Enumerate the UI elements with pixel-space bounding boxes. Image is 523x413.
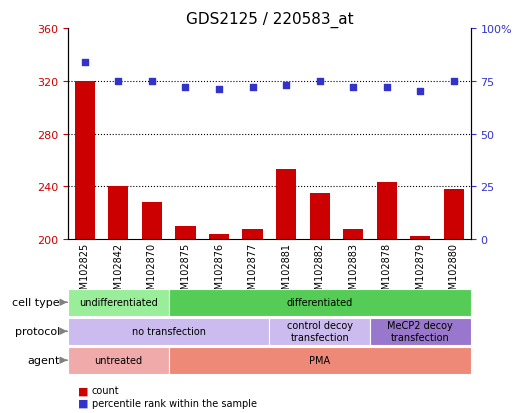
Text: MeCP2 decoy
transfection: MeCP2 decoy transfection — [388, 320, 453, 342]
Bar — [168, 289, 471, 316]
Point — [416, 89, 425, 95]
Text: control decoy
transfection: control decoy transfection — [287, 320, 353, 342]
Point — [81, 59, 89, 66]
Bar — [377, 183, 397, 240]
Text: PMA: PMA — [309, 355, 330, 366]
Bar — [68, 347, 168, 374]
Bar — [276, 170, 296, 240]
Text: GSM102883: GSM102883 — [348, 242, 358, 301]
Bar — [108, 187, 128, 240]
Point — [349, 85, 357, 91]
Text: percentile rank within the sample: percentile rank within the sample — [92, 398, 256, 408]
Text: GSM102880: GSM102880 — [449, 242, 459, 301]
Text: agent: agent — [28, 355, 60, 366]
Bar — [175, 226, 196, 240]
Text: GSM102876: GSM102876 — [214, 242, 224, 301]
Bar — [343, 229, 363, 240]
Bar — [444, 190, 464, 240]
Text: ■: ■ — [78, 385, 89, 395]
Text: ■: ■ — [78, 398, 89, 408]
Bar — [370, 318, 471, 345]
Text: undifferentiated: undifferentiated — [79, 297, 158, 308]
Text: count: count — [92, 385, 119, 395]
Text: GSM102879: GSM102879 — [415, 242, 425, 301]
Point — [450, 78, 458, 85]
Bar — [168, 347, 471, 374]
Point — [282, 83, 290, 89]
Text: GSM102842: GSM102842 — [113, 242, 123, 301]
Point — [315, 78, 324, 85]
Bar — [410, 237, 430, 240]
Point — [114, 78, 122, 85]
Bar — [75, 82, 95, 240]
Title: GDS2125 / 220583_at: GDS2125 / 220583_at — [186, 12, 353, 28]
Text: protocol: protocol — [15, 326, 60, 337]
Text: GSM102881: GSM102881 — [281, 242, 291, 301]
Text: cell type: cell type — [13, 297, 60, 308]
Point — [248, 85, 257, 91]
Text: differentiated: differentiated — [287, 297, 353, 308]
Text: no transfection: no transfection — [132, 326, 206, 337]
Text: GSM102875: GSM102875 — [180, 242, 190, 301]
Text: GSM102825: GSM102825 — [80, 242, 90, 301]
Point — [147, 78, 156, 85]
Text: GSM102870: GSM102870 — [147, 242, 157, 301]
Point — [383, 85, 391, 91]
Bar — [310, 193, 329, 240]
Point — [181, 85, 190, 91]
Bar — [243, 229, 263, 240]
Text: GSM102882: GSM102882 — [315, 242, 325, 301]
Text: GSM102878: GSM102878 — [382, 242, 392, 301]
Bar — [142, 203, 162, 240]
Bar — [68, 289, 168, 316]
Text: GSM102877: GSM102877 — [247, 242, 257, 301]
Text: untreated: untreated — [94, 355, 142, 366]
Bar — [68, 318, 269, 345]
Bar — [269, 318, 370, 345]
Point — [215, 87, 223, 93]
Bar — [209, 234, 229, 240]
